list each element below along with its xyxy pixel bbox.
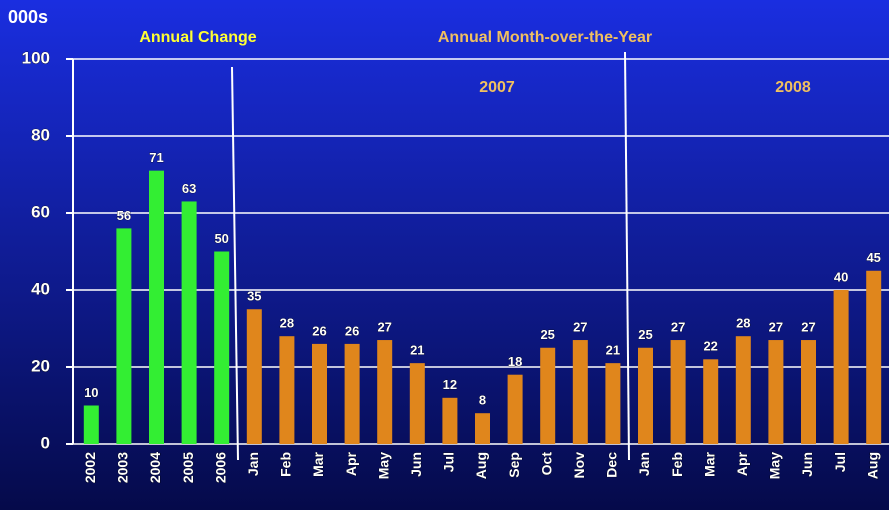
bar [572,340,588,444]
annotation: 2008 [775,79,811,96]
x-tick-label: Jun [408,452,424,477]
value-label: 27 [769,319,783,334]
x-tick-label: 2005 [180,452,196,483]
value-label: 27 [573,319,587,334]
x-tick-label: Jul [441,452,457,472]
value-label: 35 [247,289,261,304]
bar [181,201,197,444]
x-tick-label: Aug [473,452,489,479]
value-label: 22 [703,339,717,354]
x-tick-label: Feb [278,452,294,477]
x-tick-label: 2004 [147,452,163,483]
value-label: 27 [671,319,685,334]
x-tick-label: Mar [310,451,326,476]
bar [312,343,327,444]
bar [638,347,653,444]
x-tick-label: Jul [832,452,848,472]
x-tick-label: May [767,452,783,479]
x-tick-label: Apr [343,451,359,476]
value-label: 50 [214,231,228,246]
x-tick-label: Aug [864,452,880,479]
x-tick-label: 2002 [82,452,98,483]
x-tick-label: Apr [734,451,750,476]
value-label: 25 [638,327,652,342]
value-label: 40 [834,269,848,284]
value-label: 26 [345,323,359,338]
bar [801,340,816,444]
value-label: 8 [479,393,486,408]
bar [540,347,556,444]
divider [231,66,239,461]
bar [344,343,360,444]
value-label: 63 [182,181,196,196]
y-tick-label: 100 [22,48,50,67]
annotation: Annual Change [139,29,256,46]
y-tick-label: 60 [31,202,50,221]
bar [507,374,523,444]
value-label: 45 [866,250,880,265]
value-label: 21 [410,343,424,358]
bar [866,270,882,444]
x-tick-label: Jan [636,452,652,476]
value-label: 28 [280,316,294,331]
bar [833,290,849,444]
value-label: 71 [149,150,163,165]
value-label: 25 [540,327,554,342]
bar [116,228,132,444]
y-tick-label: 20 [31,356,50,375]
bar [703,359,719,444]
x-tick-label: Sep [506,452,522,478]
bar [246,309,262,444]
annotation: 2007 [479,79,515,96]
unit-label: 000s [8,7,48,27]
bar [735,336,751,444]
y-tick-label: 0 [41,433,50,452]
value-label: 18 [508,354,522,369]
bar [409,363,425,444]
bar [279,336,295,444]
value-label: 10 [84,385,98,400]
bar [475,413,490,444]
x-tick-label: Jun [799,452,815,477]
value-label: 56 [117,208,131,223]
x-tick-label: May [375,452,391,479]
x-tick-label: Jan [245,452,261,476]
annotation: Annual Month-over-the-Year [438,29,652,46]
value-label: 26 [312,323,326,338]
bar [149,170,164,444]
value-label: 27 [801,319,815,334]
x-tick-label: Nov [571,452,587,479]
x-tick-label: 2003 [115,452,131,483]
y-tick-label: 40 [31,279,50,298]
bar [605,363,621,444]
bar [214,251,230,444]
x-tick-label: Oct [538,452,554,476]
value-label: 12 [443,377,457,392]
value-label: 21 [606,343,620,358]
bar [83,405,99,444]
divider [624,51,630,461]
value-label: 28 [736,316,750,331]
x-tick-label: Dec [604,452,620,478]
x-tick-label: Mar [701,451,717,476]
bar [768,340,784,444]
bar [377,340,393,444]
x-tick-label: Feb [669,452,685,477]
bar [670,340,686,444]
x-tick-label: 2006 [212,452,228,483]
bar [442,397,458,444]
value-label: 27 [377,319,391,334]
y-tick-label: 80 [31,125,50,144]
